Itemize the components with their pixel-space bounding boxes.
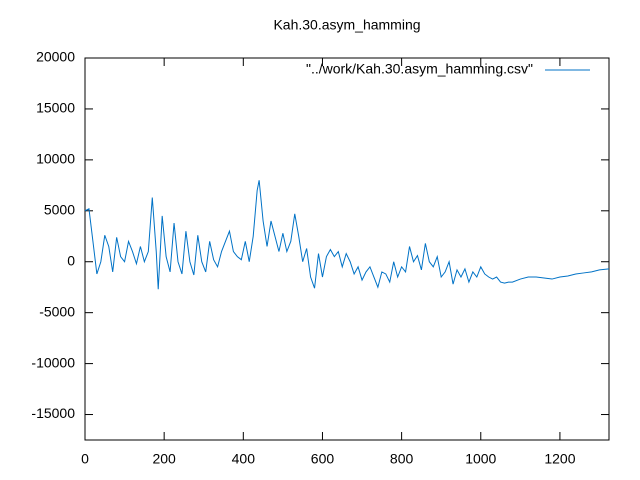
- x-tick-label: 1000: [465, 451, 496, 467]
- y-tick-label: 15000: [36, 100, 75, 116]
- y-tick-label: -15000: [31, 405, 75, 421]
- x-tick-label: 800: [390, 451, 414, 467]
- x-tick-label: 200: [152, 451, 176, 467]
- y-tick-label: 20000: [36, 49, 75, 65]
- x-tick-label: 1200: [544, 451, 575, 467]
- y-tick-label: -10000: [31, 354, 75, 370]
- y-tick-label: 5000: [44, 202, 75, 218]
- x-tick-label: 400: [232, 451, 256, 467]
- data-line: [84, 180, 610, 290]
- y-tick-label: 0: [67, 252, 75, 268]
- y-tick-label: -5000: [39, 303, 75, 319]
- legend-label: "../work/Kah.30.asym_hamming.csv": [306, 61, 533, 77]
- chart-title: Kah.30.asym_hamming: [273, 17, 420, 33]
- plot-frame: [84, 57, 610, 441]
- x-tick-label: 0: [81, 451, 89, 467]
- x-tick-label: 600: [311, 451, 335, 467]
- y-tick-label: 10000: [36, 151, 75, 167]
